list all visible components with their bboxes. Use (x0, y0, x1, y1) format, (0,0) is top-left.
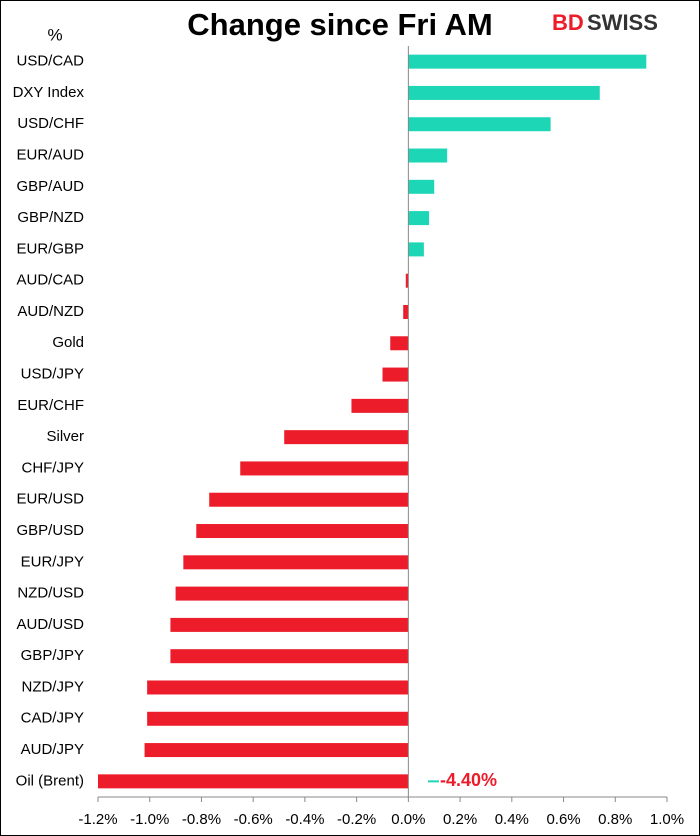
x-tick-label: 0.6% (546, 811, 580, 828)
bar (405, 273, 409, 288)
bar (408, 211, 430, 226)
y-tick-label: NZD/USD (17, 585, 84, 602)
bar (196, 524, 409, 539)
value-label: -4.40% (440, 770, 497, 790)
y-tick-label: CHF/JPY (21, 459, 84, 476)
bar (240, 461, 409, 476)
bar (170, 617, 409, 632)
bar (209, 492, 409, 507)
y-tick-label: AUD/JPY (21, 741, 84, 758)
bar (408, 242, 424, 257)
bar (170, 649, 409, 664)
bar (147, 680, 409, 695)
y-tick-label: USD/CAD (16, 53, 84, 70)
bar (183, 555, 409, 570)
bar (98, 774, 409, 789)
y-tick-label: AUD/NZD (17, 303, 84, 320)
y-tick-label: EUR/CHF (17, 397, 84, 414)
x-tick-label: -0.6% (234, 811, 273, 828)
y-tick-label: GBP/NZD (17, 209, 84, 226)
brand-swiss: SWISS (587, 10, 658, 35)
bar (175, 586, 409, 601)
x-tick-label: 0.8% (598, 811, 632, 828)
bar (284, 430, 409, 445)
y-tick-label: Oil (Brent) (16, 772, 84, 789)
x-tick-label: -1.2% (78, 811, 117, 828)
x-tick-label: -0.2% (337, 811, 376, 828)
y-tick-label: Silver (46, 428, 84, 445)
bar (408, 85, 600, 100)
x-tick-label: -1.0% (130, 811, 169, 828)
y-tick-label: AUD/CAD (16, 272, 84, 289)
x-tick-label: -0.8% (182, 811, 221, 828)
y-tick-label: EUR/AUD (16, 146, 84, 163)
y-tick-label: GBP/AUD (16, 178, 84, 195)
y-tick-label: EUR/USD (16, 491, 84, 508)
bar (408, 54, 647, 69)
unit-label: % (47, 25, 62, 44)
y-tick-label: USD/CHF (17, 115, 84, 132)
y-tick-label: GBP/USD (16, 522, 84, 539)
bar (408, 179, 435, 194)
plot-area (98, 54, 647, 789)
y-tick-label: EUR/JPY (21, 553, 84, 570)
bar (390, 336, 409, 351)
bar (408, 117, 551, 132)
y-tick-label: NZD/JPY (21, 678, 84, 695)
y-tick-label: USD/JPY (21, 366, 84, 383)
y-tick-label: CAD/JPY (21, 710, 84, 727)
bar (147, 711, 409, 726)
y-tick-label: EUR/GBP (16, 240, 84, 257)
y-tick-label: Gold (52, 334, 84, 351)
x-tick-label: 0.2% (443, 811, 477, 828)
x-tick-label: 0.4% (495, 811, 529, 828)
x-tick-label: 1.0% (650, 811, 684, 828)
brand-bd: BD (552, 10, 584, 35)
bar (382, 367, 409, 382)
y-tick-label: AUD/USD (16, 616, 84, 633)
y-tick-label: DXY Index (13, 84, 85, 101)
bar (408, 148, 448, 163)
chart-title: Change since Fri AM (187, 7, 492, 42)
x-tick-label: 0.0% (391, 811, 425, 828)
y-tick-label: GBP/JPY (21, 647, 84, 664)
bar (403, 304, 409, 319)
bar (144, 743, 409, 758)
bar (351, 398, 409, 413)
x-tick-label: -0.4% (285, 811, 324, 828)
